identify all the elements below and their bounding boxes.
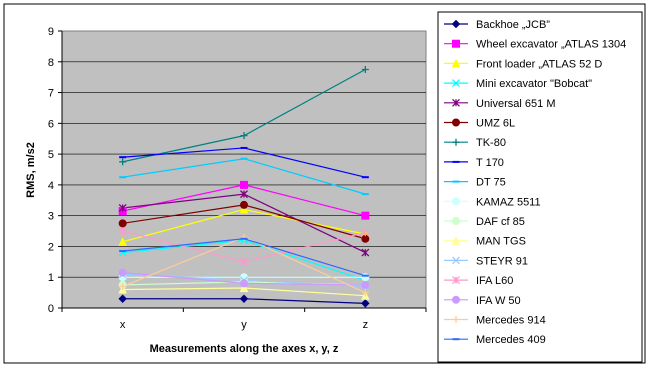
legend-label: Mini excavator "Bobcat"	[476, 78, 592, 90]
legend-label: IFA W 50	[476, 295, 521, 307]
legend-marker	[452, 79, 460, 88]
legend-item: DAF cf 85	[444, 216, 525, 228]
y-tick-label: 4	[48, 180, 54, 192]
data-point	[240, 132, 248, 140]
legend-marker	[452, 217, 460, 225]
data-point	[240, 257, 248, 266]
legend-item: UMZ 6L	[444, 118, 515, 130]
legend-marker	[451, 58, 461, 68]
legend-item: Wheel excavator „ATLAS 1304	[444, 39, 626, 51]
legend-label: KAMAZ 5511	[476, 196, 541, 208]
legend-label: Mercedes 914	[476, 315, 546, 327]
data-point	[118, 219, 127, 228]
legend-item: IFA L60	[444, 275, 513, 287]
data-point	[240, 279, 248, 288]
x-tick-label: y	[241, 319, 247, 331]
legend-label: IFA L60	[476, 275, 513, 287]
legend-marker	[452, 39, 460, 48]
legend-marker	[452, 98, 460, 107]
legend-label: Wheel excavator „ATLAS 1304	[476, 39, 626, 51]
plot-area	[61, 30, 427, 309]
legend-marker	[451, 236, 461, 245]
legend-box	[437, 11, 643, 363]
legend-item: IFA W 50	[444, 295, 521, 307]
data-point	[118, 237, 127, 246]
legend-marker	[451, 19, 461, 29]
legend-label: Front loader „ATLAS 52 D	[476, 58, 602, 70]
y-tick-label: 5	[48, 149, 54, 161]
legend-marker	[452, 197, 460, 206]
legend-item: Mini excavator "Bobcat"	[444, 78, 592, 90]
data-point	[361, 289, 369, 297]
x-axis-label: Measurements along the axes x, y, z	[150, 343, 339, 355]
data-point	[239, 294, 249, 303]
legend-marker	[452, 138, 460, 146]
legend-item: Mercedes 409	[444, 334, 546, 346]
x-tick-label: x	[120, 319, 126, 331]
data-point	[240, 200, 248, 209]
legend-item: Backhoe „JCB”	[444, 19, 550, 31]
data-point	[119, 282, 127, 290]
data-point	[361, 234, 370, 243]
data-point	[119, 158, 127, 166]
data-point	[118, 204, 127, 212]
y-tick-label: 6	[48, 118, 54, 130]
data-point	[239, 204, 249, 214]
x-axis-ticks: x y z	[61, 307, 427, 331]
y-tick-label: 0	[48, 303, 54, 315]
data-point	[361, 65, 369, 73]
legend-item: Mercedes 914	[444, 315, 546, 327]
legend-item: T 170	[444, 157, 504, 169]
y-tick-label: 7	[48, 88, 54, 100]
legend-item: Front loader „ATLAS 52 D	[444, 58, 602, 70]
legend-marker	[452, 256, 460, 265]
data-point	[118, 227, 127, 236]
legend-item: DT 75	[444, 177, 506, 189]
series-markers	[118, 65, 370, 308]
y-axis-ticks: 0 1 2 3 4 5 6 7 8 9	[48, 26, 63, 315]
legend-marker	[452, 118, 460, 127]
legend-label: Backhoe „JCB”	[476, 19, 550, 31]
legend-item: MAN TGS	[444, 236, 526, 248]
legend-label: DAF cf 85	[476, 216, 525, 228]
legend-item: Universal 651 M	[444, 98, 555, 110]
legend-marker	[452, 316, 460, 323]
data-point	[361, 280, 370, 289]
legend-item: KAMAZ 5511	[444, 196, 541, 208]
data-point	[361, 248, 370, 257]
y-tick-label: 9	[48, 26, 54, 38]
legend-label: UMZ 6L	[476, 118, 515, 130]
x-tick-label: z	[363, 319, 369, 331]
y-tick-label: 2	[48, 241, 54, 253]
y-tick-label: 8	[48, 57, 54, 69]
legend-label: T 170	[476, 157, 504, 169]
legend-label: Mercedes 409	[476, 334, 546, 346]
data-point	[240, 190, 248, 199]
y-axis-label: RMS, m/s2	[25, 142, 37, 198]
legend-label: TK-80	[476, 137, 506, 149]
legend-item: TK-80	[444, 137, 506, 149]
data-point	[118, 268, 127, 277]
legend-label: DT 75	[476, 177, 506, 189]
legend-marker	[452, 276, 460, 285]
y-tick-label: 3	[48, 211, 54, 223]
legend: Backhoe „JCB” Wheel excavator „ATLAS 1304…	[444, 19, 626, 346]
legend-label: MAN TGS	[476, 236, 526, 248]
legend-marker	[452, 295, 460, 304]
data-point	[361, 211, 370, 220]
legend-item: STEYR 91	[444, 255, 528, 267]
data-point	[239, 283, 249, 292]
data-point	[361, 299, 370, 308]
data-point	[118, 294, 127, 303]
data-point	[361, 228, 370, 237]
legend-label: STEYR 91	[476, 255, 528, 267]
legend-label: Universal 651 M	[476, 98, 555, 110]
y-tick-label: 1	[48, 272, 54, 284]
data-point	[240, 180, 248, 189]
